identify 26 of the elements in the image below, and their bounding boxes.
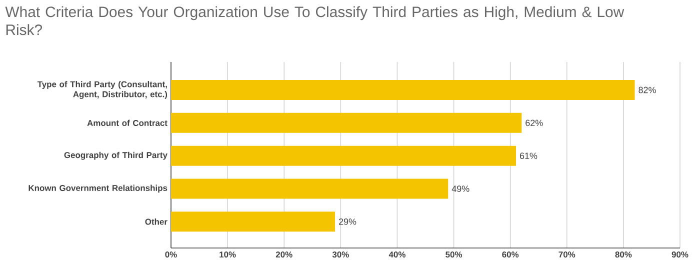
y-tick-label: Geography of Third Party [64, 152, 168, 160]
bar [171, 212, 336, 232]
x-tick-label: 10% [220, 252, 236, 258]
y-tick-label: Known Government Relationships [28, 184, 168, 193]
data-label: 49% [452, 186, 470, 192]
data-label: 61% [520, 152, 538, 160]
x-tick-label: 20% [276, 252, 292, 258]
bar [171, 112, 522, 133]
x-tick-label: 50% [446, 252, 462, 258]
bar [171, 146, 516, 166]
x-tick-label: 70% [558, 252, 576, 258]
x-tick-label: 90% [672, 252, 688, 258]
x-tick-label: 60% [502, 252, 519, 258]
data-label: 29% [338, 218, 356, 225]
y-tick-label: Type of Third Party (Consultant, Agent, Distributor, etc.) [37, 81, 168, 99]
y-tick-label: Amount of Contract [87, 120, 168, 126]
x-tick-label: 40% [388, 252, 406, 258]
bar [171, 80, 635, 100]
y-tick-label: Other [145, 218, 168, 225]
data-label: 62% [526, 120, 543, 126]
x-tick-label: 30% [332, 252, 349, 258]
x-tick-label: 80% [615, 252, 632, 258]
chart-title: What Criteria Does Your Organization Use To Classify Third Parties as High, Medium & Low Risk? [5, 6, 624, 36]
data-label: 82% [638, 86, 656, 94]
bar [171, 178, 448, 199]
x-tick-label: 0% [165, 252, 177, 258]
